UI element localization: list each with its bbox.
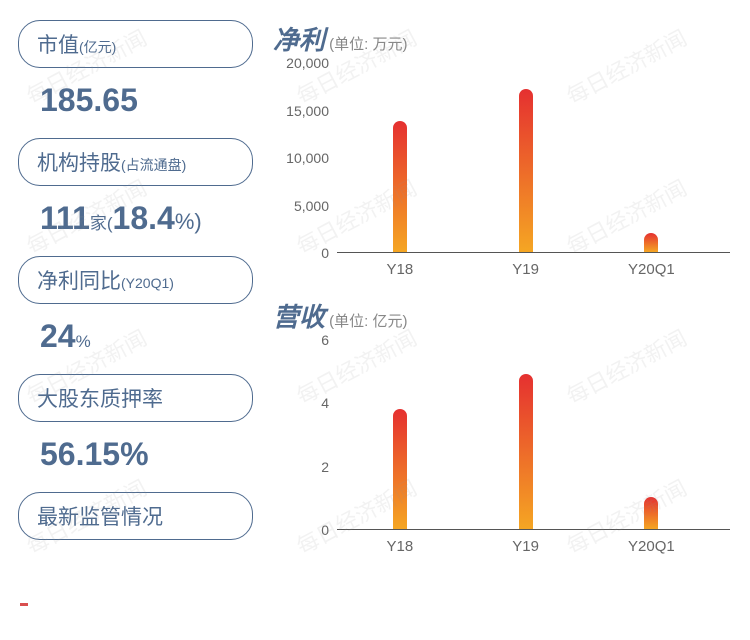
metric-value-part: 185.65 [40, 82, 138, 118]
chart-unit: (单位: 万元) [325, 36, 408, 53]
metric-pill: 净利同比(Y20Q1) [18, 256, 253, 304]
metric-value-part: 56.15% [40, 436, 149, 472]
y-tick-label: 0 [321, 522, 329, 538]
y-tick-label: 15,000 [286, 103, 329, 119]
y-tick-label: 5,000 [294, 198, 329, 214]
metric-pill: 最新监管情况 [18, 492, 253, 540]
metric-label-unit: (Y20Q1) [121, 275, 174, 291]
y-tick-label: 6 [321, 332, 329, 348]
metric-pill: 大股东质押率 [18, 374, 253, 422]
y-tick-label: 2 [321, 459, 329, 475]
metric-label: 机构持股 [37, 152, 121, 175]
x-tick-label: Y18 [387, 538, 414, 555]
bar [519, 374, 533, 529]
metric-pill: 市值(亿元) [18, 20, 253, 68]
metric-value: 185.65 [18, 74, 253, 132]
bar [644, 233, 658, 252]
bar [519, 89, 533, 252]
metric-value-part: % [76, 332, 91, 351]
chart-block: 净利 (单位: 万元)05,00010,00015,00020,000Y18Y1… [273, 20, 740, 283]
main-container: 市值(亿元) 185.65 机构持股(占流通盘) 111家(18.4%) 净利同比(Y2… [0, 0, 750, 570]
bar [644, 497, 658, 529]
plot-area [337, 63, 730, 253]
x-tick-label: Y19 [512, 261, 539, 278]
x-tick-label: Y18 [387, 261, 414, 278]
x-axis: Y18 Y19 Y20Q1 [337, 534, 730, 560]
metric-value-part: 24 [40, 318, 76, 354]
metric-label-unit: (占流通盘) [121, 157, 186, 173]
x-tick-label: Y20Q1 [628, 261, 675, 278]
metric-value: 111家(18.4%) [18, 192, 253, 250]
metric-value-part: 18.4 [113, 200, 175, 236]
chart-area: 05,00010,00015,00020,000Y18Y19Y20Q1 [273, 63, 740, 283]
metric-label: 大股东质押率 [37, 388, 163, 411]
metric-label-unit: (亿元) [79, 39, 116, 55]
chart-unit: (单位: 亿元) [325, 313, 408, 330]
y-axis: 0246 [273, 340, 333, 530]
chart-block: 营收 (单位: 亿元) 0 2 4 6 Y18 Y19 Y20Q1 [273, 297, 740, 560]
x-tick-label: Y19 [512, 538, 539, 555]
x-axis: Y18 Y19 Y20Q1 [337, 257, 730, 283]
chart-header: 营收 (单位: 亿元) [273, 297, 740, 334]
metric-label: 最新监管情况 [37, 506, 163, 529]
metric-label: 市值 [37, 34, 79, 57]
y-axis: 05,00010,00015,00020,000 [273, 63, 333, 253]
metric-value: 24% [18, 310, 253, 368]
y-tick-label: 4 [321, 395, 329, 411]
chart-area: 0246Y18Y19Y20Q1 [273, 340, 740, 560]
metrics-column: 市值(亿元) 185.65 机构持股(占流通盘) 111家(18.4%) 净利同比(Y2… [18, 20, 253, 560]
x-tick-label: Y20Q1 [628, 538, 675, 555]
y-tick-label: 20,000 [286, 55, 329, 71]
plot-area [337, 340, 730, 530]
metric-value-part: 家( [90, 214, 113, 233]
y-tick-label: 0 [321, 245, 329, 261]
chart-header: 净利 (单位: 万元) [273, 20, 740, 57]
chart-title: 营收 [273, 302, 325, 332]
metric-label: 净利同比 [37, 270, 121, 293]
bar [393, 409, 407, 529]
metric-pill: 机构持股(占流通盘) [18, 138, 253, 186]
metric-value-part: 111 [40, 200, 90, 236]
y-tick-label: 10,000 [286, 150, 329, 166]
metric-value: 56.15% [18, 428, 253, 486]
bar [393, 121, 407, 252]
metric-value-part: %) [175, 209, 202, 234]
charts-column: 净利 (单位: 万元)05,00010,00015,00020,000Y18Y1… [273, 20, 740, 560]
footer-dash [20, 603, 28, 606]
chart-title: 净利 [273, 25, 325, 55]
